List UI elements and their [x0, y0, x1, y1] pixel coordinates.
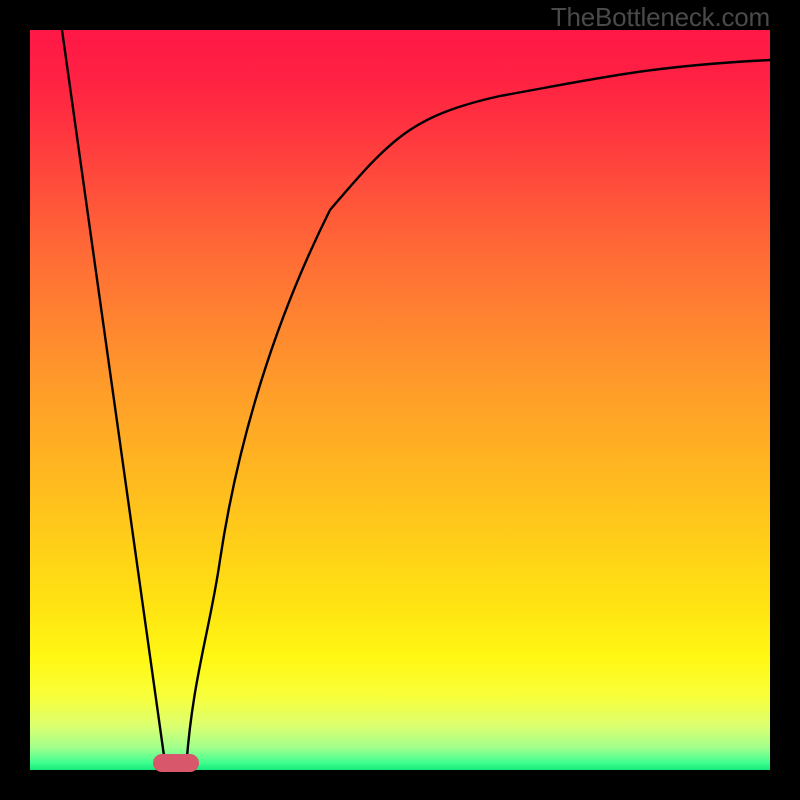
plot-area [30, 30, 770, 770]
curve-layer [30, 30, 770, 770]
bottleneck-marker [153, 754, 199, 772]
chart-container: { "canvas": { "width": 800, "height": 80… [0, 0, 800, 800]
watermark-text: TheBottleneck.com [551, 2, 770, 33]
